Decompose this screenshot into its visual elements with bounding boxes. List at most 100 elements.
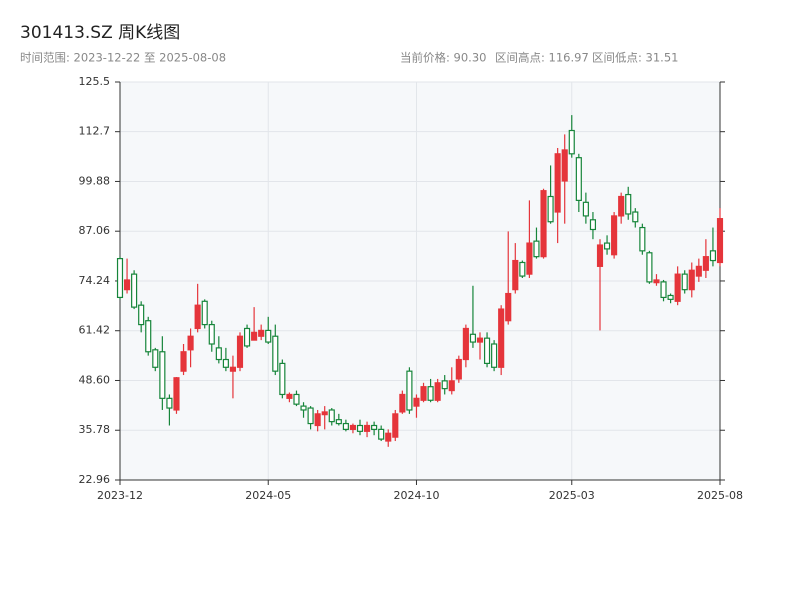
candle-body xyxy=(222,358,229,368)
y-tick-label: 125.5 xyxy=(79,75,111,88)
candle-body xyxy=(314,413,321,427)
candle-body xyxy=(251,331,258,341)
y-tick-label: 61.42 xyxy=(79,324,111,337)
candle-body xyxy=(589,219,597,231)
candle-body xyxy=(236,335,244,368)
candle-body xyxy=(469,333,477,343)
candle-body xyxy=(582,201,589,217)
y-tick-label: 112.7 xyxy=(79,125,111,138)
candle-body xyxy=(180,351,187,372)
candle-body xyxy=(243,327,251,347)
y-tick-label: 22.96 xyxy=(79,473,111,486)
candle-body xyxy=(526,242,533,275)
candle-body xyxy=(201,300,208,326)
candle-body xyxy=(173,377,180,411)
candle-body xyxy=(554,153,561,213)
candle-body xyxy=(681,273,688,291)
candle-body xyxy=(455,358,462,380)
candle-body xyxy=(356,424,364,432)
candle-body xyxy=(448,380,455,392)
candle-body xyxy=(632,211,639,223)
candle-body xyxy=(540,190,547,258)
candle-body xyxy=(434,382,441,401)
candle-body xyxy=(413,397,420,407)
candle-body xyxy=(625,193,632,215)
candle-body xyxy=(533,240,540,258)
candle-body xyxy=(300,405,307,411)
stat: 区间低点: 31.51 xyxy=(592,51,678,65)
candle-body xyxy=(328,409,335,423)
candle-body xyxy=(138,304,145,326)
y-tick-label: 35.78 xyxy=(79,423,111,436)
candle-body xyxy=(441,380,448,390)
candle-body xyxy=(265,329,272,343)
candle-body xyxy=(646,252,653,283)
candle-body xyxy=(385,432,392,442)
x-tick-label: 2024-05 xyxy=(245,489,291,502)
candle-body xyxy=(123,279,131,291)
candle-body xyxy=(335,419,342,425)
candle-body xyxy=(363,424,371,432)
candle-body xyxy=(215,347,222,361)
x-tick-label: 2023-12 xyxy=(97,489,143,502)
candle-body xyxy=(462,327,469,361)
candle-body xyxy=(152,349,159,368)
candle-body xyxy=(349,424,357,430)
candle-body xyxy=(208,323,215,345)
candle-body xyxy=(596,244,604,267)
candle-body xyxy=(229,366,237,372)
candle-body xyxy=(145,320,152,353)
candle-body xyxy=(667,294,674,300)
candle-body xyxy=(575,157,582,201)
candle-body xyxy=(674,273,681,302)
candle-body xyxy=(427,386,434,401)
candle-body xyxy=(321,411,328,416)
candle-body xyxy=(293,393,300,405)
candle-body xyxy=(709,250,717,262)
candle-body xyxy=(603,242,611,250)
candle-body xyxy=(406,370,413,411)
candle-body xyxy=(702,256,709,271)
candle-body xyxy=(399,393,406,413)
candle-body xyxy=(611,215,618,256)
chart-title: 301413.SZ 周K线图 xyxy=(20,23,180,43)
y-tick-label: 99.88 xyxy=(79,174,111,187)
candle-body xyxy=(491,343,498,368)
candle-body xyxy=(716,218,724,264)
candle-body xyxy=(512,259,519,291)
candle-body xyxy=(561,149,568,182)
candle-body xyxy=(307,407,314,425)
y-tick-label: 87.06 xyxy=(79,224,111,237)
candle-body xyxy=(258,329,265,337)
candle-body xyxy=(166,397,173,409)
candle-body xyxy=(618,195,625,217)
candle-body xyxy=(639,226,646,252)
candle-body xyxy=(131,273,138,308)
candle-body xyxy=(653,279,660,284)
candle-body xyxy=(392,413,399,438)
stat: 区间高点: 116.97 xyxy=(495,51,589,65)
candle-body xyxy=(159,351,166,399)
candle-body xyxy=(272,335,279,372)
subtitle: 时间范围: 2023-12-22 至 2025-08-08 xyxy=(20,51,226,65)
candle-body xyxy=(116,258,124,299)
candle-body xyxy=(286,393,293,399)
x-tick-label: 2024-10 xyxy=(393,489,439,502)
y-tick-label: 74.24 xyxy=(79,274,111,287)
candle-body xyxy=(568,129,575,155)
candle-body xyxy=(476,337,484,343)
candle-body xyxy=(378,428,385,440)
candle-body xyxy=(498,308,505,368)
candle-body xyxy=(547,195,554,223)
candle-body xyxy=(420,386,427,401)
stat: 当前价格: 90.30 xyxy=(400,51,486,65)
x-tick-label: 2025-03 xyxy=(549,489,595,502)
candle-body xyxy=(688,269,695,291)
candle-body xyxy=(342,422,349,430)
candle-body xyxy=(187,335,194,351)
candle-body xyxy=(371,424,378,430)
x-tick-label: 2025-08 xyxy=(697,489,743,502)
candle-body xyxy=(695,265,702,277)
